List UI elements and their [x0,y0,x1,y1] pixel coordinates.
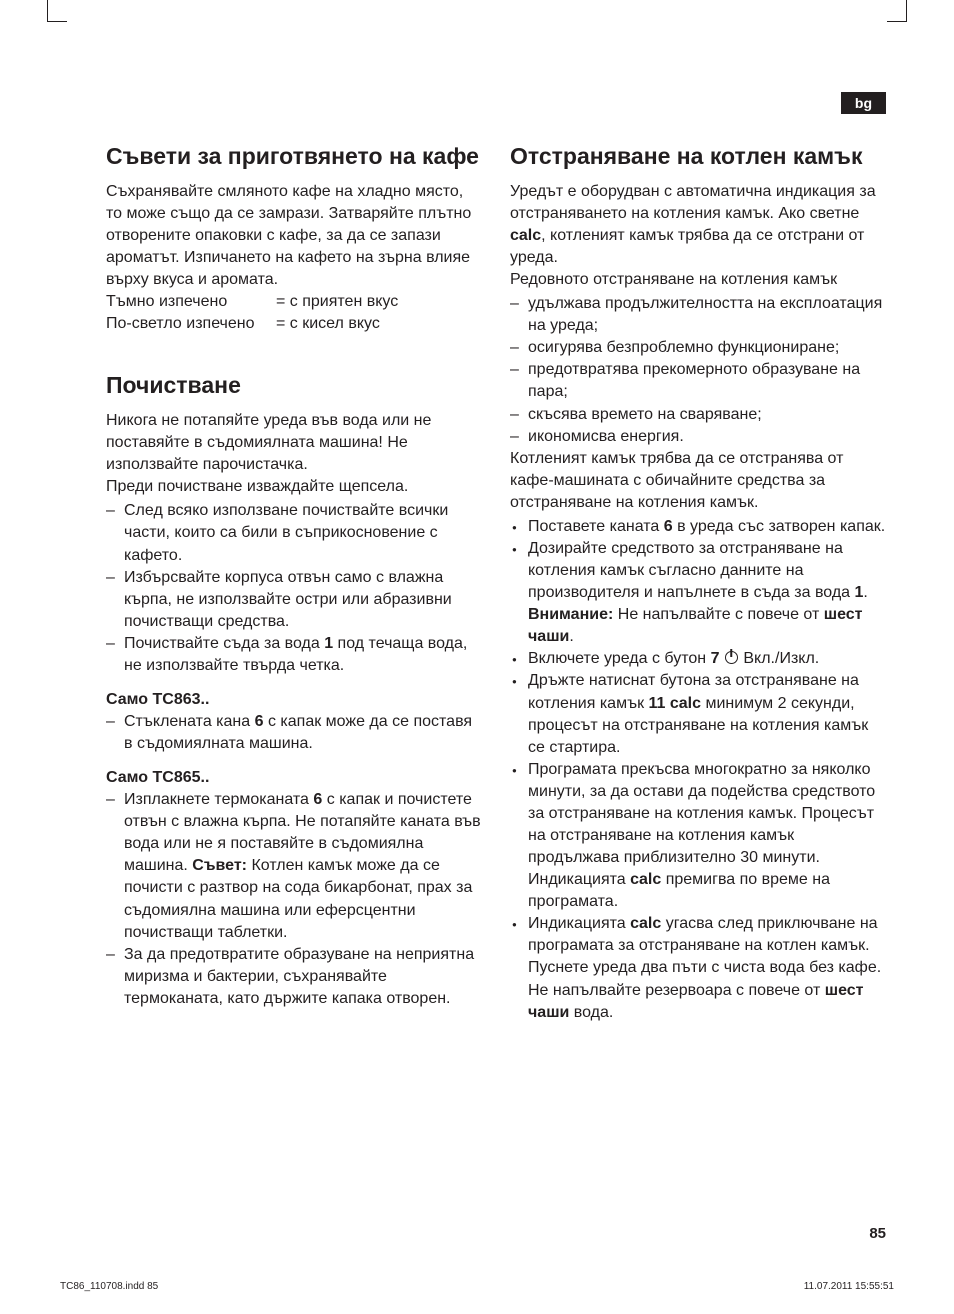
descale-benefits: удължава продължителността на експлоатац… [510,293,886,448]
page: bg Съвети за приготвянето на кафе Съхран… [0,0,954,1314]
list-item: Избърсвайте корпуса отвън само с влажна … [106,567,482,633]
list-item: Поставете каната 6 в уреда със затворен … [510,516,886,538]
footer: TC86_110708.indd 85 11.07.2011 15:55:51 [60,1281,894,1292]
list-item: осигурява безпроблемно функциониране; [510,337,886,359]
list-item: икономисва енергия. [510,426,886,448]
para-descale-1: Уредът е оборудван с автоматична индикац… [510,181,886,269]
tc863-list: Стъклената кана 6 с капак може да се пос… [106,711,482,755]
language-badge: bg [841,92,886,114]
list-item: предотвратява прекомерното образуване на… [510,359,886,403]
list-item: Включете уреда с бутон 7 Вкл./Изкл. [510,648,886,670]
left-column: Съвети за приготвянето на кафе Съхранява… [106,142,482,1024]
roast-table: Тъмно изпечено = с приятен вкус По-светл… [106,291,482,335]
heading-descaling: Отстраняване на котлен камък [510,142,886,171]
footer-file: TC86_110708.indd 85 [60,1281,158,1292]
subheading-tc863: Само TC863.. [106,691,482,709]
descale-steps: Поставете каната 6 в уреда със затворен … [510,516,886,1024]
roast-dark-value: = с приятен вкус [276,291,398,313]
list-item: Изплакнете термоканата 6 с капак и почис… [106,789,482,944]
para-descale-2: Редовното отстраняване на котления камък [510,269,886,291]
list-item: удължава продължителността на експлоатац… [510,293,886,337]
right-column: Отстраняване на котлен камък Уредът е об… [510,142,886,1024]
para-cleaning-1: Никога не потапяйте уреда във вода или н… [106,410,482,476]
tc865-list: Изплакнете термоканата 6 с капак и почис… [106,789,482,1010]
section-descaling: Отстраняване на котлен камък Уредът е об… [510,142,886,1024]
list-item: Дозирайте средството за отстраняване на … [510,538,886,648]
para-descale-3: Котленият камък трябва да се отстранява … [510,448,886,514]
list-item: За да предотвратите образуване на неприя… [106,944,482,1010]
list-item: Почиствайте съда за вода 1 под течаща во… [106,633,482,677]
list-item: скъсява времето на сваряване; [510,404,886,426]
power-icon [725,651,738,664]
content-columns: Съвети за приготвянето на кафе Съхранява… [106,142,886,1024]
footer-timestamp: 11.07.2011 15:55:51 [804,1281,894,1292]
list-item: Стъклената кана 6 с капак може да се пос… [106,711,482,755]
page-number: 85 [869,1225,886,1242]
heading-cleaning: Почистване [106,371,482,400]
roast-dark-label: Тъмно изпечено [106,291,276,313]
roast-light-value: = с кисел вкус [276,313,380,335]
para-coffee-tips: Съхранявайте смляното кафе на хладно мяс… [106,181,482,291]
heading-coffee-tips: Съвети за приготвянето на кафе [106,142,482,171]
cleaning-list: След всяко използване почиствайте всички… [106,500,482,677]
section-coffee-tips: Съвети за приготвянето на кафе Съхранява… [106,142,482,335]
roast-light-label: По-светло изпечено [106,313,276,335]
section-cleaning: Почистване Никога не потапяйте уреда във… [106,371,482,1010]
list-item: Програмата прекъсва многократно за някол… [510,759,886,914]
list-item: След всяко използване почиствайте всички… [106,500,482,566]
para-cleaning-2: Преди почистване изваждайте щепсела. [106,476,482,498]
list-item: Дръжте натиснат бутона за отстраняване н… [510,670,886,758]
list-item: Индикацията calc угасва след приключване… [510,913,886,1023]
subheading-tc865: Само TC865.. [106,769,482,787]
